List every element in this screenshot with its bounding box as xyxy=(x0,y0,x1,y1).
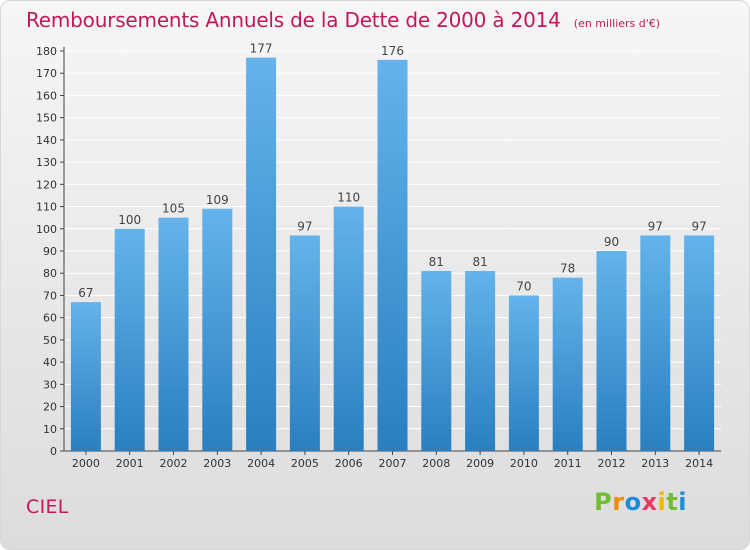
brand-letter: i xyxy=(657,488,667,516)
bar-value-label: 97 xyxy=(297,219,312,233)
x-tick-label: 2013 xyxy=(641,457,669,470)
bar-2002 xyxy=(158,217,189,451)
bar-value-label: 70 xyxy=(516,279,531,293)
x-tick-label: 2001 xyxy=(116,457,144,470)
bar-2013 xyxy=(640,235,671,451)
y-tick-label: 160 xyxy=(36,89,57,102)
chart-subtitle: (en milliers d'€) xyxy=(573,17,661,30)
x-tick-label: 2000 xyxy=(72,457,100,470)
y-tick-label: 130 xyxy=(36,156,57,169)
y-tick-label: 110 xyxy=(36,201,57,214)
x-tick-label: 2006 xyxy=(335,457,363,470)
y-tick-label: 0 xyxy=(50,445,57,458)
x-tick-label: 2005 xyxy=(291,457,319,470)
bar-value-label: 177 xyxy=(250,42,273,56)
x-tick-label: 2008 xyxy=(422,457,450,470)
location-label: CIEL xyxy=(26,496,69,518)
x-tick-label: 2012 xyxy=(598,457,626,470)
bar-2001 xyxy=(114,228,145,451)
bar-2014 xyxy=(684,235,715,451)
bar-2004 xyxy=(246,57,277,452)
x-tick-label: 2011 xyxy=(554,457,582,470)
brand-letter: x xyxy=(641,488,658,516)
bar-value-label: 105 xyxy=(162,202,185,216)
bar-value-label: 176 xyxy=(381,44,404,58)
x-tick-label: 2010 xyxy=(510,457,538,470)
bar-2000 xyxy=(70,302,101,451)
bar-2007 xyxy=(377,59,408,452)
bar-value-label: 100 xyxy=(118,213,141,227)
bar-value-label: 78 xyxy=(560,262,575,276)
bar-value-label: 109 xyxy=(206,193,229,207)
bar-value-label: 90 xyxy=(604,235,619,249)
bar-2012 xyxy=(596,251,627,451)
x-tick-label: 2014 xyxy=(685,457,713,470)
y-tick-label: 140 xyxy=(36,134,57,147)
bar-value-label: 97 xyxy=(648,219,663,233)
y-tick-label: 40 xyxy=(43,356,57,369)
bar-value-label: 97 xyxy=(691,219,706,233)
bar-2006 xyxy=(333,206,364,451)
x-tick-label: 2009 xyxy=(466,457,494,470)
brand-letter: i xyxy=(678,488,687,516)
bar-2003 xyxy=(202,208,233,451)
y-tick-label: 30 xyxy=(43,378,57,391)
y-tick-label: 80 xyxy=(43,267,57,280)
y-tick-label: 50 xyxy=(43,334,57,347)
y-tick-label: 90 xyxy=(43,245,57,258)
bar-2010 xyxy=(508,295,539,451)
bar-2008 xyxy=(421,271,452,451)
x-tick-label: 2002 xyxy=(160,457,188,470)
y-tick-label: 150 xyxy=(36,112,57,125)
brand-logo: Proxiti xyxy=(594,488,687,516)
y-tick-label: 10 xyxy=(43,423,57,436)
y-tick-label: 20 xyxy=(43,401,57,414)
y-tick-label: 60 xyxy=(43,312,57,325)
brand-letter: o xyxy=(624,488,642,516)
chart-title: Remboursements Annuels de la Dette de 20… xyxy=(26,8,561,32)
x-tick-label: 2004 xyxy=(247,457,275,470)
chart-title-row: Remboursements Annuels de la Dette de 20… xyxy=(26,8,660,32)
x-tick-label: 2003 xyxy=(203,457,231,470)
brand-letter: r xyxy=(612,488,625,516)
y-tick-label: 180 xyxy=(36,45,57,58)
y-tick-label: 120 xyxy=(36,178,57,191)
x-tick-label: 2007 xyxy=(379,457,407,470)
bar-2005 xyxy=(289,235,320,451)
y-tick-label: 100 xyxy=(36,223,57,236)
bar-value-label: 81 xyxy=(472,255,487,269)
bar-2011 xyxy=(552,277,583,451)
bars xyxy=(70,57,715,452)
brand-letter: P xyxy=(594,488,613,516)
bar-value-label: 110 xyxy=(337,191,360,205)
brand-letter: t xyxy=(666,488,679,516)
bar-value-label: 67 xyxy=(78,286,93,300)
bar-value-labels: 67 100 105 109 177 97 110 176 81 81 70 78 90 97 97 xyxy=(78,42,706,300)
y-tick-label: 70 xyxy=(43,289,57,302)
bar-value-label: 81 xyxy=(429,255,444,269)
y-tick-label: 170 xyxy=(36,67,57,80)
bar-2009 xyxy=(465,271,496,451)
